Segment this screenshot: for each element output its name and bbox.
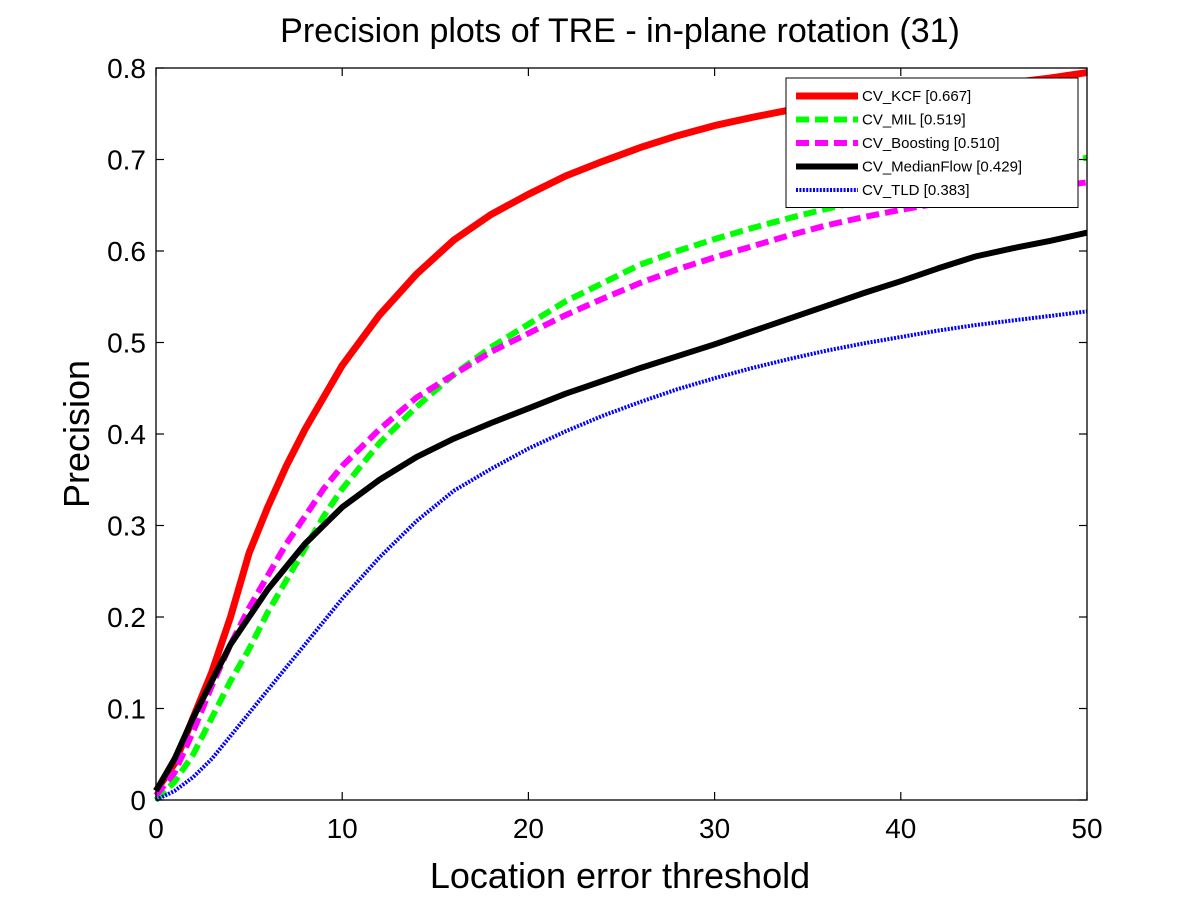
x-axis-label: Location error threshold (430, 855, 810, 896)
x-tick-label: 0 (148, 813, 164, 844)
y-tick-label: 0.6 (107, 236, 146, 267)
series-line-2 (153, 179, 1088, 798)
y-tick-label: 0.1 (107, 694, 146, 725)
legend-label-2: CV_Boosting [0.510] (862, 135, 1000, 152)
x-tick-label: 10 (327, 813, 358, 844)
y-tick-label: 0.2 (107, 602, 146, 633)
legend-label-0: CV_KCF [0.667] (862, 88, 971, 105)
x-tick-label: 40 (885, 813, 916, 844)
x-tick-label: 30 (699, 813, 730, 844)
legend-label-3: CV_MedianFlow [0.429] (862, 159, 1022, 176)
chart-title: Precision plots of TRE - in-plane rotati… (280, 12, 960, 50)
y-axis-label: Precision (56, 360, 97, 508)
series-line-4 (155, 309, 1088, 802)
y-tick-label: 0.3 (107, 511, 146, 542)
legend-label-4: CV_TLD [0.383] (862, 182, 970, 199)
series-line-3 (153, 229, 1088, 793)
y-tick-label: 0.8 (107, 53, 146, 84)
legend: CV_KCF [0.667] CV_MIL [0.519] CV_Boosting … (785, 77, 1079, 208)
x-tick-label: 50 (1071, 813, 1102, 844)
y-tick-label: 0.5 (107, 328, 146, 359)
y-tick-label: 0.4 (107, 419, 146, 450)
y-tick-label: 0.7 (107, 145, 146, 176)
x-tick-label: 20 (513, 813, 544, 844)
legend-label-1: CV_MIL [0.519] (862, 112, 966, 129)
y-tick-label: 0 (130, 785, 146, 816)
